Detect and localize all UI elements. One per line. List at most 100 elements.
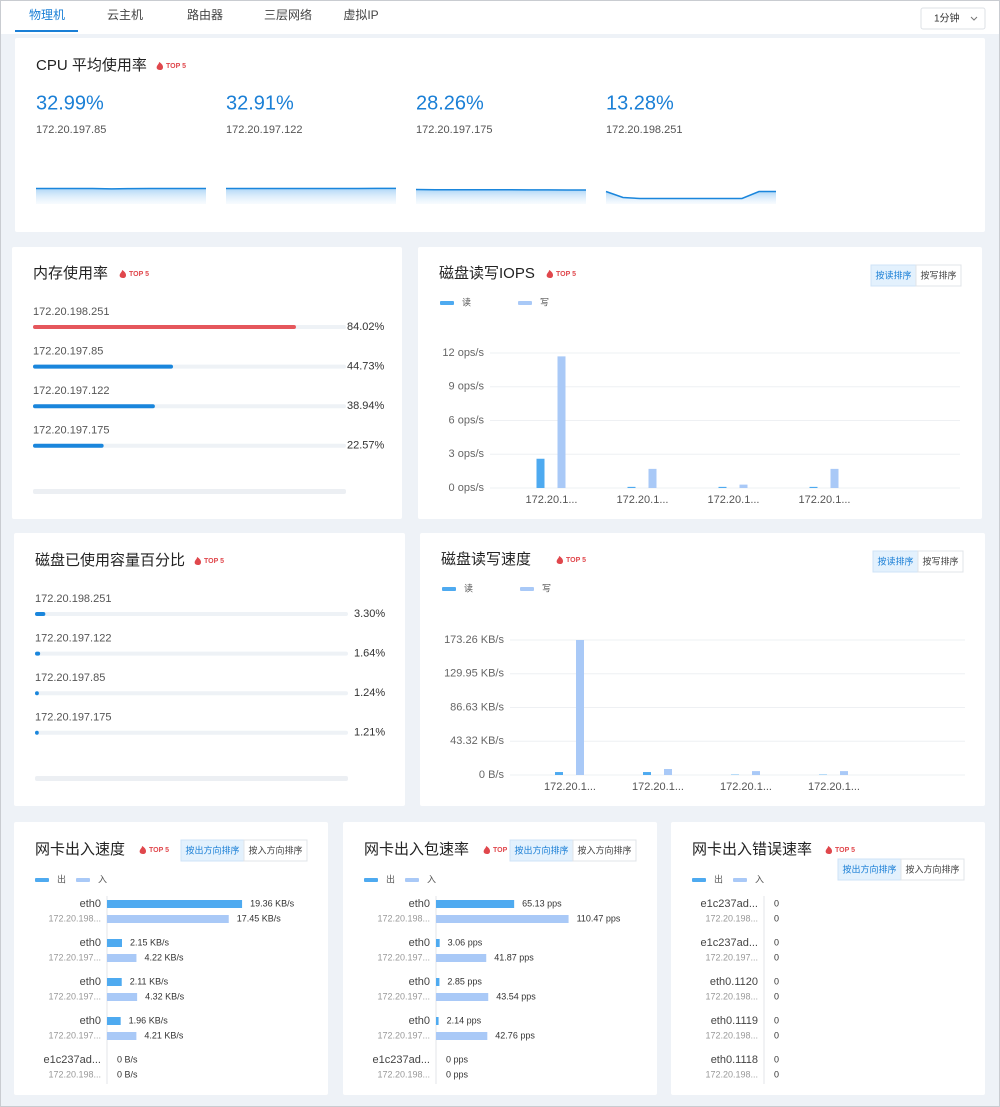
value-label: 2.11 KB/s bbox=[130, 976, 169, 986]
sort-button-label[interactable]: 按出方向排序 bbox=[842, 863, 896, 874]
sort-button[interactable] bbox=[917, 550, 964, 573]
sort-button-label[interactable]: 按入方向排序 bbox=[248, 844, 302, 855]
tab[interactable]: 虚拟IP bbox=[343, 8, 378, 22]
legend-label: 入 bbox=[98, 874, 107, 884]
interval-label[interactable]: 1分钟 bbox=[934, 12, 960, 25]
value-label: 22.57% bbox=[347, 440, 385, 452]
host: 172.20.198... bbox=[705, 1030, 758, 1040]
interface: eth0 bbox=[409, 1015, 430, 1027]
bar-track bbox=[35, 730, 348, 735]
tab[interactable]: 三层网络 bbox=[264, 7, 312, 22]
bar-track bbox=[33, 443, 346, 448]
bar bbox=[107, 939, 122, 947]
host: 172.20.197... bbox=[48, 1030, 101, 1040]
sort-button-label[interactable]: 按出方向排序 bbox=[514, 844, 568, 855]
host: 172.20.197.175 bbox=[416, 124, 492, 136]
x-tick-label: 172.20.1... bbox=[708, 494, 760, 506]
y-tick-label: 0 B/s bbox=[479, 769, 505, 781]
value-label: 0 bbox=[774, 1015, 779, 1025]
bar bbox=[752, 771, 760, 775]
sort-button[interactable] bbox=[243, 839, 308, 862]
bar bbox=[107, 1017, 121, 1025]
value-label: 38.94% bbox=[347, 400, 385, 412]
value-label: 43.54 pps bbox=[496, 991, 536, 1001]
scrollbar bbox=[35, 776, 348, 781]
sort-button-label[interactable]: 按读排序 bbox=[877, 555, 913, 566]
panel-title: 网卡出入包速率 bbox=[364, 841, 469, 858]
y-tick-label: 43.32 KB/s bbox=[450, 735, 504, 747]
interface: eth0.1120 bbox=[710, 976, 758, 988]
sparkline-area bbox=[36, 188, 206, 204]
interface: eth0 bbox=[80, 976, 101, 988]
tab[interactable]: 物理机 bbox=[29, 8, 65, 22]
value-label: 110.47 pps bbox=[577, 913, 621, 923]
interface: e1c237ad... bbox=[701, 937, 759, 949]
x-tick-label: 172.20.1... bbox=[617, 494, 669, 506]
bar bbox=[35, 651, 41, 656]
host: 172.20.197.175 bbox=[33, 425, 109, 437]
bar bbox=[436, 993, 489, 1001]
sort-button-label[interactable]: 按入方向排序 bbox=[905, 863, 959, 874]
interface: eth0 bbox=[80, 1015, 101, 1027]
value-label: 0 bbox=[774, 952, 779, 962]
y-tick-label: 173.26 KB/s bbox=[444, 634, 504, 646]
host: 172.20.198.251 bbox=[35, 593, 111, 605]
sort-button-label[interactable]: 按写排序 bbox=[920, 269, 956, 280]
value-label: 2.85 pps bbox=[447, 976, 482, 986]
sort-button-label[interactable]: 按读排序 bbox=[875, 269, 911, 280]
bar bbox=[436, 978, 440, 986]
host: 172.20.198.251 bbox=[606, 124, 682, 136]
value-label: 0 bbox=[774, 898, 779, 908]
sort-button-label[interactable]: 按写排序 bbox=[922, 555, 958, 566]
badge-icon bbox=[119, 270, 126, 278]
select-arrow[interactable] bbox=[970, 16, 978, 21]
panel-title: 磁盘读写IOPS bbox=[439, 264, 535, 282]
value-label: 0 bbox=[774, 937, 779, 947]
value-label: 41.87 pps bbox=[494, 952, 534, 962]
cpu-value: 32.91% bbox=[226, 92, 294, 114]
sort-button-label[interactable]: 按入方向排序 bbox=[577, 844, 631, 855]
bar bbox=[33, 364, 174, 369]
value-label: 17.45 KB/s bbox=[237, 913, 282, 923]
y-tick-label: 12 ops/s bbox=[442, 347, 484, 359]
y-tick-label: 129.95 KB/s bbox=[444, 668, 504, 680]
badge-icon bbox=[483, 846, 490, 854]
y-tick-label: 86.63 KB/s bbox=[450, 701, 504, 713]
interval-select[interactable] bbox=[920, 7, 986, 30]
bar bbox=[718, 486, 727, 488]
value-label: 0 bbox=[774, 991, 779, 1001]
sort-button[interactable] bbox=[915, 264, 962, 287]
tab-bar bbox=[0, 0, 1000, 34]
host: 172.20.197... bbox=[377, 1030, 430, 1040]
badge: TOP 5 bbox=[129, 271, 149, 278]
panel bbox=[343, 822, 657, 1095]
badge: TOP 5 bbox=[493, 847, 513, 854]
legend-label: 入 bbox=[427, 874, 436, 884]
bar bbox=[809, 486, 818, 488]
interface: e1c237ad... bbox=[44, 1054, 102, 1066]
interface: e1c237ad... bbox=[373, 1054, 431, 1066]
legend-swatch bbox=[520, 587, 534, 591]
value-label: 0 bbox=[774, 1054, 779, 1064]
value-label: 42.76 pps bbox=[495, 1030, 535, 1040]
host: 172.20.198... bbox=[48, 913, 101, 923]
sparkline bbox=[605, 190, 776, 200]
tab[interactable]: 云主机 bbox=[107, 8, 143, 22]
bar-track bbox=[35, 691, 348, 696]
value-label: 0 pps bbox=[446, 1054, 469, 1064]
bar bbox=[536, 458, 545, 488]
legend-label: 出 bbox=[57, 873, 66, 884]
sort-button[interactable] bbox=[572, 839, 637, 862]
sort-button[interactable] bbox=[900, 858, 965, 881]
bar bbox=[35, 612, 46, 616]
interface: eth0 bbox=[409, 898, 430, 910]
sort-button-label[interactable]: 按出方向排序 bbox=[185, 844, 239, 855]
value-label: 3.06 pps bbox=[448, 937, 483, 947]
cpu-value: 28.26% bbox=[416, 92, 484, 114]
panel-title: 内存使用率 bbox=[33, 265, 108, 282]
y-tick-label: 9 ops/s bbox=[449, 381, 485, 393]
host: 172.20.197.122 bbox=[33, 385, 109, 397]
panel bbox=[420, 533, 985, 806]
bar bbox=[107, 900, 243, 908]
tab[interactable]: 路由器 bbox=[187, 7, 223, 22]
